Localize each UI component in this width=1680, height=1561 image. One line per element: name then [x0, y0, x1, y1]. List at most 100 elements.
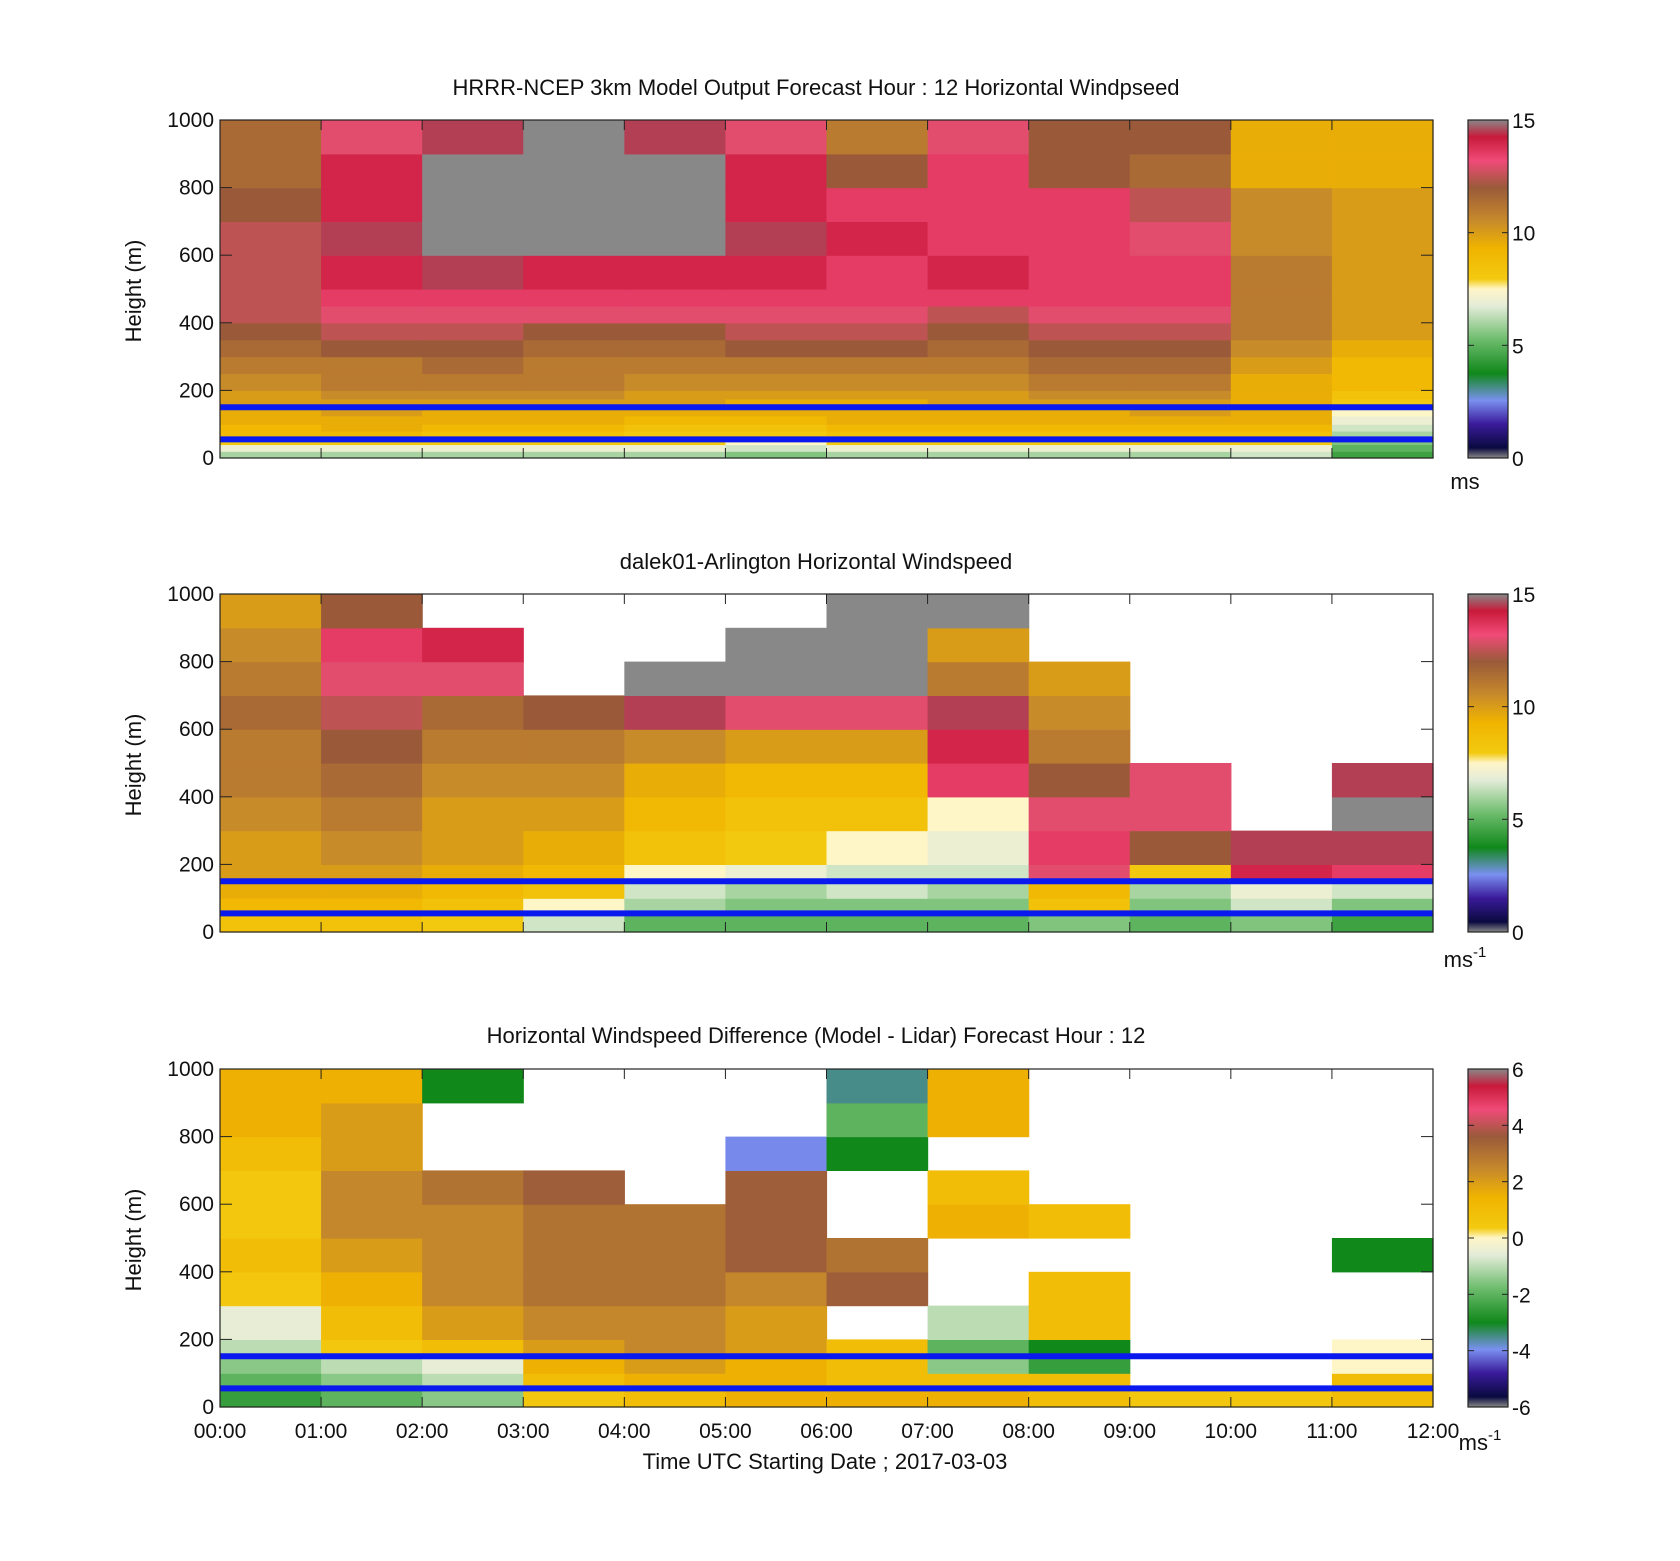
heatmap-cell: [1028, 915, 1131, 933]
heatmap-cell: [1331, 915, 1434, 933]
heatmap-cell: [220, 356, 322, 375]
heatmap-cell: [321, 1204, 423, 1239]
heatmap-cell: [1230, 415, 1333, 425]
heatmap-cell: [422, 830, 524, 865]
heatmap-cell: [725, 407, 828, 417]
heatmap-cell: [321, 444, 423, 452]
heatmap-cell: [927, 305, 1030, 324]
heatmap-cell: [220, 1271, 322, 1307]
x-tick-label: 01:00: [295, 1420, 348, 1443]
heatmap-cell: [624, 322, 727, 341]
heatmap-cell: [826, 695, 929, 730]
heatmap-cell: [523, 120, 625, 155]
y-axis-label: Height (m): [121, 714, 146, 817]
heatmap-cell: [321, 398, 423, 408]
heatmap-cell: [1331, 451, 1434, 459]
heatmap-cell: [624, 415, 727, 425]
colorbar-tick-label: 10: [1512, 223, 1535, 246]
heatmap-cell: [220, 661, 322, 696]
heatmap-cell: [927, 695, 1030, 730]
heatmap-cell: [624, 763, 727, 798]
heatmap-cell: [321, 763, 423, 798]
heatmap-cell: [422, 627, 524, 663]
heatmap-cell: [826, 289, 929, 307]
heatmap-cell: [624, 221, 727, 256]
heatmap-cell: [826, 864, 929, 882]
heatmap-cell: [725, 398, 828, 408]
heatmap-cell: [927, 729, 1030, 764]
heatmap-cell: [321, 1102, 423, 1138]
heatmap-cell: [1129, 305, 1232, 324]
heatmap-cell: [422, 398, 524, 408]
heatmap-cell: [321, 153, 423, 189]
heatmap-cell: [321, 451, 423, 459]
heatmap-cell: [220, 627, 322, 663]
heatmap-cell: [725, 1204, 828, 1239]
heatmap-cell: [624, 729, 727, 764]
heatmap-cell: [624, 1204, 727, 1239]
heatmap-cell: [422, 796, 524, 832]
heatmap-cell: [523, 1204, 625, 1239]
heatmap-cell: [422, 661, 524, 696]
colorbar-unit: ms: [1450, 469, 1479, 494]
heatmap-cell: [725, 322, 828, 341]
heatmap-cell: [927, 255, 1030, 290]
heatmap-cell: [321, 255, 423, 290]
heatmap-cell: [927, 661, 1030, 696]
heatmap-cell: [1028, 796, 1131, 832]
heatmap-cell: [927, 407, 1030, 417]
heatmap-cell: [422, 864, 524, 882]
colorbar-tick-label: 4: [1512, 1115, 1524, 1138]
x-tick-label: 07:00: [901, 1420, 954, 1443]
heatmap-cell: [624, 398, 727, 408]
colorbar-tick-label: 15: [1512, 110, 1535, 133]
heatmap-cell: [1230, 881, 1333, 899]
heatmap-cell: [1331, 407, 1434, 417]
heatmap-cells: [220, 120, 1434, 459]
heatmap-cell: [220, 289, 322, 307]
heatmap-cell: [826, 594, 929, 629]
heatmap-cell: [321, 1069, 423, 1104]
heatmap-cell: [220, 255, 322, 290]
heatmap-cell: [523, 322, 625, 341]
heatmap-cell: [624, 255, 727, 290]
heatmap-cell: [321, 356, 423, 375]
heatmap-cell: [927, 594, 1030, 629]
heatmap-cell: [220, 451, 322, 459]
heatmap-cell: [1230, 398, 1333, 408]
heatmap-cell: [927, 356, 1030, 375]
heatmap-cell: [1028, 390, 1131, 400]
heatmap-cell: [422, 255, 524, 290]
y-tick-label: 0: [202, 921, 214, 944]
heatmap-cell: [1230, 339, 1333, 358]
heatmap-cell: [1028, 187, 1131, 222]
heatmap-cell: [826, 430, 929, 439]
heatmap-cell: [321, 1390, 423, 1408]
y-tick-label: 0: [202, 1396, 214, 1419]
colorbar: [1467, 119, 1509, 459]
x-tick-label: 11:00: [1306, 1420, 1357, 1443]
heatmap-cell: [624, 695, 727, 730]
heatmap-cell: [422, 1305, 524, 1340]
heatmap-cell: [422, 1204, 524, 1239]
heatmap-cell: [422, 695, 524, 730]
heatmap-cell: [927, 430, 1030, 439]
heatmap-cell: [826, 830, 929, 865]
heatmap-cell: [624, 881, 727, 899]
heatmap-cell: [927, 1170, 1030, 1205]
heatmap-cell: [826, 661, 929, 696]
heatmap-cell: [523, 415, 625, 425]
heatmap-cell: [1230, 1390, 1333, 1408]
heatmap-cell: [1331, 390, 1434, 400]
heatmap-cell: [725, 444, 828, 452]
heatmap-cell: [220, 915, 322, 933]
heatmap-cell: [321, 915, 423, 933]
heatmap-cell: [725, 627, 828, 663]
heatmap-cell: [321, 864, 423, 882]
heatmap-cell: [422, 1390, 524, 1408]
heatmap-cell: [725, 1238, 828, 1273]
heatmap-cell: [422, 415, 524, 425]
heatmap-cell: [725, 1271, 828, 1307]
heatmap-cell: [725, 305, 828, 324]
